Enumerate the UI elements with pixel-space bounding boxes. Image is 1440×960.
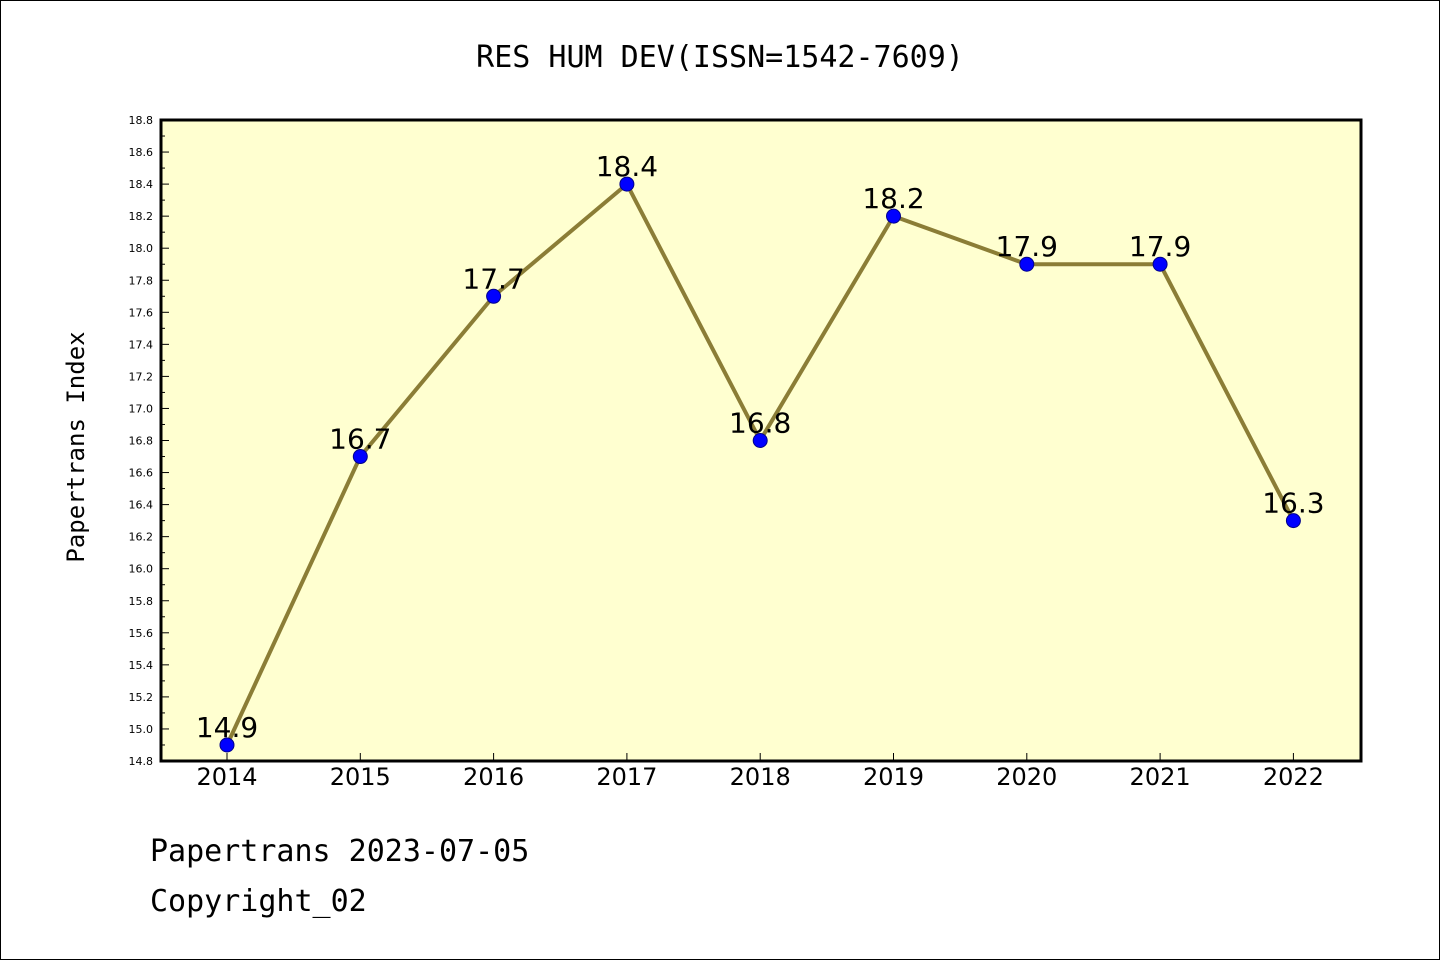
data-labels: 14.9 16.7 17.7 18.4 16.8 18.2 17.9 17.9 16.3 bbox=[196, 150, 1325, 744]
data-point-marker bbox=[1152, 256, 1168, 272]
data-label: 16.8 bbox=[729, 407, 791, 440]
y-tick-label: 17.2 bbox=[129, 370, 154, 383]
y-tick-label: 17.0 bbox=[129, 402, 154, 415]
y-tick-label: 15.2 bbox=[129, 691, 154, 704]
data-label: 18.2 bbox=[862, 182, 924, 215]
y-tick-label: 15.6 bbox=[129, 627, 154, 640]
y-tick-label: 18.2 bbox=[129, 210, 154, 223]
y-tick-label: 16.4 bbox=[129, 499, 154, 512]
y-tick-label: 18.8 bbox=[129, 114, 154, 127]
data-label: 17.7 bbox=[462, 262, 524, 295]
x-tick-label: 2014 bbox=[196, 763, 257, 791]
y-tick-label: 16.2 bbox=[129, 531, 154, 544]
x-tick-label: 2016 bbox=[463, 763, 524, 791]
data-point-marker bbox=[886, 208, 901, 224]
footer-copyright: Copyright_02 bbox=[150, 884, 367, 919]
x-tick-label: 2022 bbox=[1263, 763, 1324, 791]
data-point-marker bbox=[219, 737, 235, 753]
y-tick-label: 16.6 bbox=[129, 467, 154, 480]
y-tick-label: 18.4 bbox=[129, 178, 154, 191]
data-point-marker bbox=[752, 433, 768, 448]
x-axis-ticks: 2014 2015 2016 2017 2018 2019 2020 2021 2022 bbox=[196, 753, 1324, 791]
data-point-marker bbox=[1285, 513, 1301, 529]
data-label: 14.9 bbox=[196, 711, 258, 744]
y-tick-label: 17.6 bbox=[129, 306, 154, 319]
x-tick-label: 2018 bbox=[730, 763, 791, 791]
y-tick-label: 16.0 bbox=[129, 563, 154, 576]
y-tick-label: 15.4 bbox=[129, 659, 154, 672]
chart-title: RES HUM DEV(ISSN=1542-7609) bbox=[476, 40, 964, 75]
data-label: 17.9 bbox=[996, 230, 1058, 263]
y-tick-label: 17.8 bbox=[129, 274, 154, 287]
data-point-marker bbox=[486, 288, 502, 304]
x-tick-label: 2019 bbox=[863, 763, 924, 791]
y-axis-label: Papertrans Index bbox=[62, 331, 90, 562]
series-markers bbox=[219, 176, 1301, 753]
y-axis-ticks: 14.8 15.0 15.2 15.4 15.6 15.8 16.0 16.2 16.4 16.6… bbox=[129, 114, 169, 768]
footer-papertrans-date: Papertrans 2023-07-05 bbox=[150, 834, 530, 869]
y-tick-label: 15.8 bbox=[129, 595, 154, 608]
y-tick-label: 15.0 bbox=[129, 723, 154, 736]
y-tick-label: 14.8 bbox=[129, 755, 154, 768]
x-tick-label: 2015 bbox=[330, 763, 391, 791]
x-tick-label: 2020 bbox=[996, 763, 1057, 791]
y-tick-label: 18.6 bbox=[129, 146, 154, 159]
x-tick-label: 2017 bbox=[596, 763, 657, 791]
y-tick-label: 17.4 bbox=[129, 338, 154, 351]
data-label: 17.9 bbox=[1129, 230, 1191, 263]
data-point-marker bbox=[619, 176, 635, 192]
data-point-marker bbox=[1019, 256, 1035, 272]
x-tick-label: 2021 bbox=[1130, 763, 1191, 791]
data-label: 16.7 bbox=[329, 423, 391, 456]
y-tick-label: 16.8 bbox=[129, 435, 154, 448]
data-label: 16.3 bbox=[1262, 487, 1324, 520]
y-tick-label: 18.0 bbox=[129, 242, 154, 255]
data-point-marker bbox=[352, 449, 368, 465]
data-label: 18.4 bbox=[596, 150, 658, 183]
